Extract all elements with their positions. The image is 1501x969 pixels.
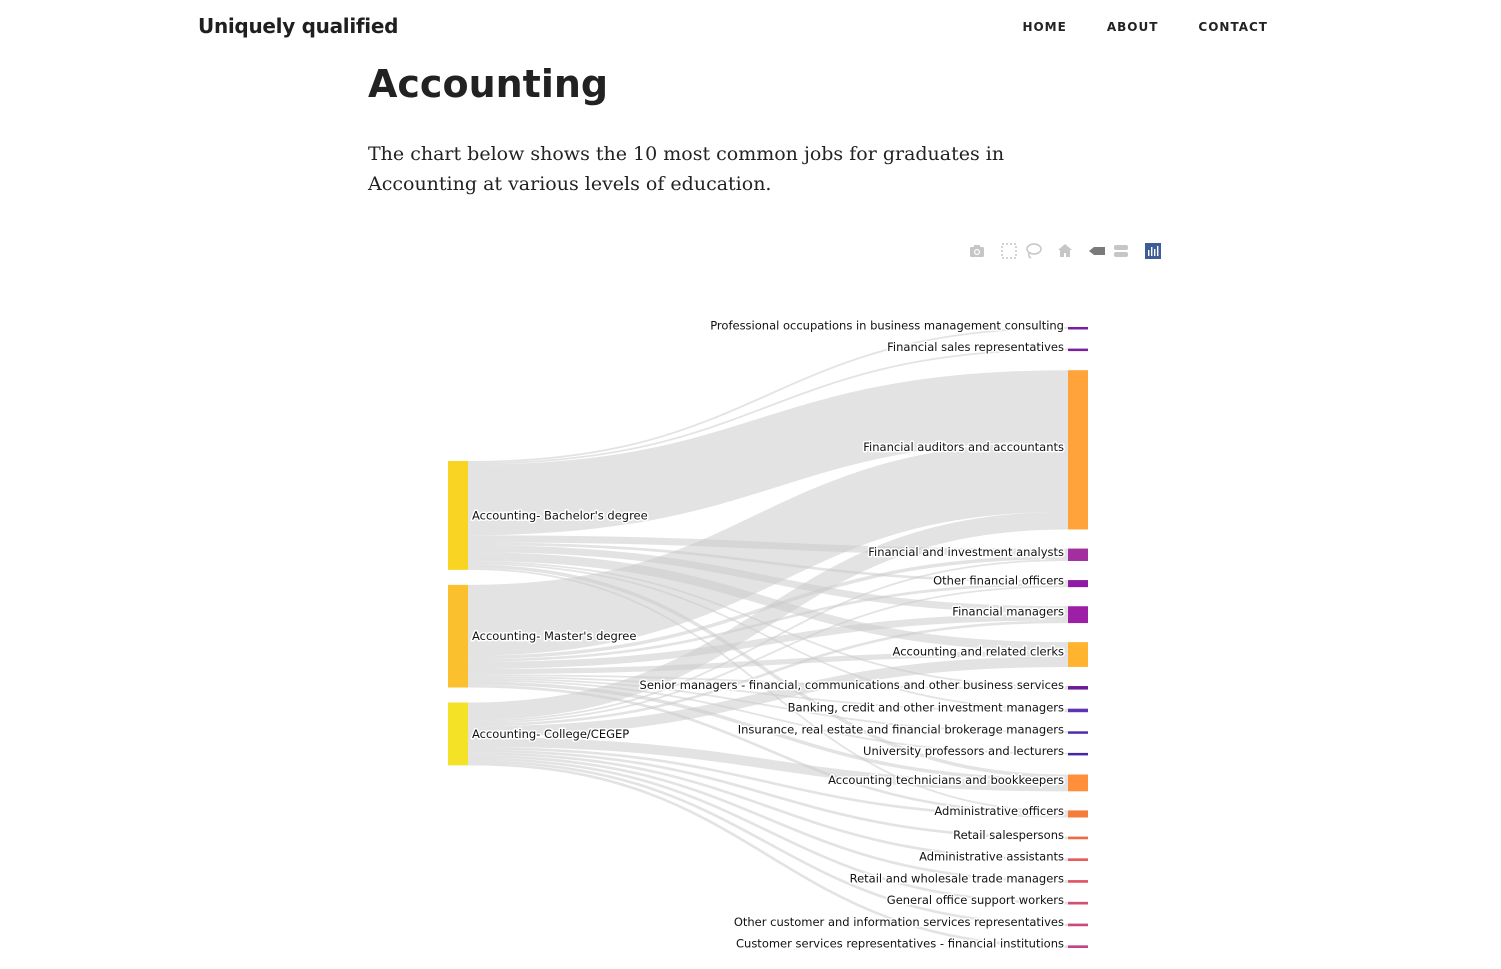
sankey-target-label: Insurance, real estate and financial bro… [738, 723, 1064, 737]
site-brand[interactable]: Uniquely qualified [198, 14, 399, 38]
sankey-link[interactable] [467, 348, 1069, 465]
intro-text: The chart below shows the 10 most common… [368, 143, 1005, 195]
sankey-target-node[interactable] [1068, 548, 1088, 561]
sankey-target-node[interactable] [1068, 370, 1088, 530]
sankey-source-node[interactable] [448, 702, 468, 766]
nav-contact-link[interactable]: CONTACT [1198, 20, 1268, 34]
sankey-target-label: Other customer and information services … [734, 915, 1064, 929]
sankey-target-node[interactable] [1068, 348, 1088, 352]
sankey-target-node[interactable] [1068, 836, 1088, 840]
sankey-link[interactable] [467, 559, 1069, 722]
sankey-target-label: Professional occupations in business man… [710, 318, 1064, 332]
sankey-target-node[interactable] [1068, 580, 1088, 588]
sankey-link[interactable] [467, 737, 1069, 792]
sankey-source-label: Accounting- Master's degree [472, 629, 636, 643]
sankey-link[interactable] [467, 754, 1069, 883]
sankey-target-node[interactable] [1068, 708, 1088, 713]
sankey-link[interactable] [467, 757, 1069, 905]
sankey-target-node[interactable] [1068, 606, 1088, 624]
sankey-target-label: General office support workers [887, 893, 1064, 907]
sankey-source-label: Accounting- Bachelor's degree [472, 508, 648, 522]
sankey-target-label: Customer services representatives - fina… [736, 937, 1064, 951]
sankey-target-label: Financial sales representatives [887, 340, 1064, 354]
hover-compare-icon[interactable] [1110, 240, 1132, 262]
sankey-target-node[interactable] [1068, 327, 1088, 330]
sankey-target-label: Other financial officers [933, 574, 1064, 588]
nav-home-link[interactable]: HOME [1022, 20, 1067, 34]
sankey-source-label: Accounting- College/CEGEP [472, 727, 629, 741]
sankey-link[interactable] [467, 656, 1069, 738]
nav-about-link[interactable]: ABOUT [1106, 20, 1159, 34]
sankey-target-label: Financial auditors and accountants [863, 440, 1064, 454]
camera-icon[interactable] [966, 240, 988, 262]
chart-modebar [966, 240, 1166, 262]
sankey-target-node[interactable] [1068, 858, 1088, 861]
sankey-target-label: Retail salespersons [953, 828, 1064, 842]
main-nav: HOME ABOUT CONTACT [1022, 20, 1268, 34]
sankey-link[interactable] [467, 679, 1069, 755]
sankey-link[interactable] [467, 585, 1069, 724]
sankey-link[interactable] [467, 681, 1069, 782]
sankey-link[interactable] [467, 651, 1069, 675]
sankey-target-node[interactable] [1068, 923, 1088, 927]
sankey-link[interactable] [467, 552, 1069, 652]
plotly-logo-icon[interactable] [1142, 240, 1164, 262]
sankey-link[interactable] [467, 620, 1069, 727]
sankey-link[interactable] [467, 511, 1069, 721]
sankey-target-node[interactable] [1068, 810, 1088, 818]
sankey-target-node[interactable] [1068, 945, 1088, 948]
sankey-target-label: Banking, credit and other investment man… [788, 700, 1064, 714]
sankey-link[interactable] [467, 674, 1069, 690]
sankey-link[interactable] [467, 762, 1069, 948]
sankey-target-node[interactable] [1068, 642, 1088, 667]
sankey-source-node[interactable] [448, 584, 468, 688]
sankey-target-node[interactable] [1068, 686, 1088, 690]
sankey-target-label: University professors and lecturers [863, 744, 1064, 758]
sankey-link[interactable] [467, 677, 1069, 734]
sankey-target-node[interactable] [1068, 901, 1088, 905]
sankey-source-node[interactable] [448, 461, 468, 570]
sankey-target-node[interactable] [1068, 752, 1088, 756]
sankey-link[interactable] [467, 562, 1069, 711]
sankey-target-label: Financial and investment analysts [868, 545, 1064, 559]
sankey-link[interactable] [467, 760, 1069, 927]
sankey-link[interactable] [467, 327, 1069, 463]
sankey-link[interactable] [467, 746, 1069, 818]
sankey-link[interactable] [467, 370, 1069, 536]
sankey-target-label: Retail and wholesale trade managers [850, 871, 1064, 885]
sankey-link[interactable] [467, 752, 1069, 861]
sankey-target-label: Accounting and related clerks [893, 645, 1064, 659]
lasso-select-icon[interactable] [1022, 240, 1044, 262]
sankey-target-node[interactable] [1068, 731, 1088, 734]
page-title: Accounting [368, 62, 609, 106]
box-select-icon[interactable] [998, 240, 1020, 262]
sankey-target-label: Senior managers - financial, communicati… [640, 678, 1064, 692]
sankey-link[interactable] [467, 749, 1069, 840]
sankey-target-label: Administrative officers [934, 804, 1064, 818]
reset-axes-icon[interactable] [1054, 240, 1076, 262]
hover-closest-icon[interactable] [1086, 240, 1108, 262]
sankey-target-label: Accounting technicians and bookkeepers [828, 773, 1064, 787]
sankey-target-label: Financial managers [952, 605, 1064, 619]
sankey-target-node[interactable] [1068, 880, 1088, 883]
sankey-target-label: Administrative assistants [919, 850, 1064, 864]
sankey-link[interactable] [467, 440, 1069, 656]
sankey-target-node[interactable] [1068, 774, 1088, 792]
